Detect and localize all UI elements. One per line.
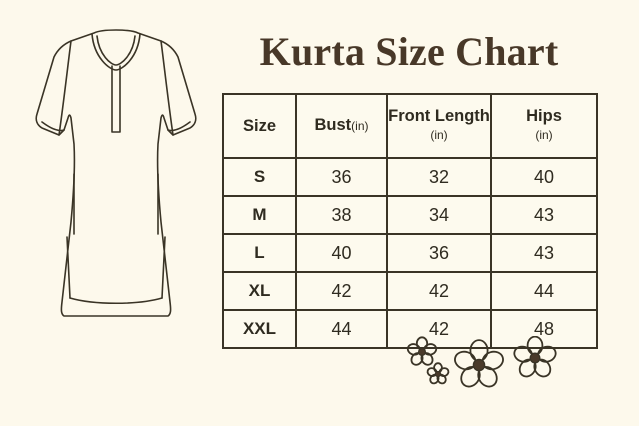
column-header-front-length-line2: Length [434,107,490,125]
kurta-neckline-outer [91,33,141,71]
column-header-front-length-unit: (in) [430,128,448,142]
flower-cluster-icon [406,336,557,388]
kurta-hem-inner-line [69,297,163,305]
cell-size: XXL [222,309,297,349]
page-title: Kurta Size Chart [259,29,559,74]
table-body: S 36 32 40 M 38 34 43 L 40 36 43 [222,157,598,349]
cell-hips: 43 [490,233,598,273]
column-header-hips-label: Hips [526,107,562,125]
column-header-bust-unit: (in) [351,119,369,133]
table-header: Size Bust(in) Front Length (in) [222,93,598,159]
table-row: XXL 44 42 48 [222,309,598,349]
kurta-illustration [18,22,214,334]
kurta-neckline-inner [96,35,136,66]
kurta-line-art [35,29,197,317]
table-row: S 36 32 40 [222,157,598,197]
cell-bust: 36 [295,157,388,197]
cell-bust: 42 [295,271,388,311]
table-row: XL 42 42 44 [222,271,598,311]
kurta-right-cuff-band [167,121,191,132]
column-header-front-length: Front Length (in) [386,93,492,159]
kurta-right-sleeve-seam [160,40,174,136]
size-table-container: Size Bust(in) Front Length (in) [222,93,598,349]
column-header-size: Size [222,93,297,159]
column-header-hips: Hips (in) [490,93,598,159]
kurta-left-cuff-band [41,121,65,132]
column-header-bust: Bust(in) [295,93,388,159]
flower-tiny-icon [426,362,450,385]
table-row: L 40 36 43 [222,233,598,273]
cell-bust: 44 [295,309,388,349]
column-header-front-length-stack: Front Length (in) [388,107,490,145]
table-row: M 38 34 43 [222,195,598,235]
flower-medium-icon [513,336,557,378]
table-header-row: Size Bust(in) Front Length (in) [222,93,598,159]
cell-bust: 38 [295,195,388,235]
flower-large-icon [454,339,504,388]
column-header-bust-label: Bust [314,116,352,134]
cell-bust: 40 [295,233,388,273]
cell-hips: 43 [490,195,598,235]
cell-hips: 40 [490,157,598,197]
kurta-left-sleeve-seam [58,40,72,136]
flower-decoration [404,336,584,398]
cell-front-length: 42 [386,271,492,311]
cell-front-length: 32 [386,157,492,197]
cell-size: L [222,233,297,273]
column-header-hips-unit: (in) [535,128,553,142]
size-table: Size Bust(in) Front Length (in) [222,93,598,349]
column-header-hips-stack: Hips (in) [492,107,596,145]
flower-small-icon [406,336,438,366]
cell-front-length: 36 [386,233,492,273]
cell-size: S [222,157,297,197]
kurta-body-outline [35,29,197,317]
kurta-center-placket [111,65,121,133]
cell-front-length: 34 [386,195,492,235]
cell-size: XL [222,271,297,311]
column-header-size-label: Size [242,116,277,135]
column-header-front-length-line1: Front [388,107,431,125]
kurta-hem-left-riser [66,236,71,299]
kurta-hem-right-riser [161,236,166,299]
cell-size: M [222,195,297,235]
cell-hips: 44 [490,271,598,311]
